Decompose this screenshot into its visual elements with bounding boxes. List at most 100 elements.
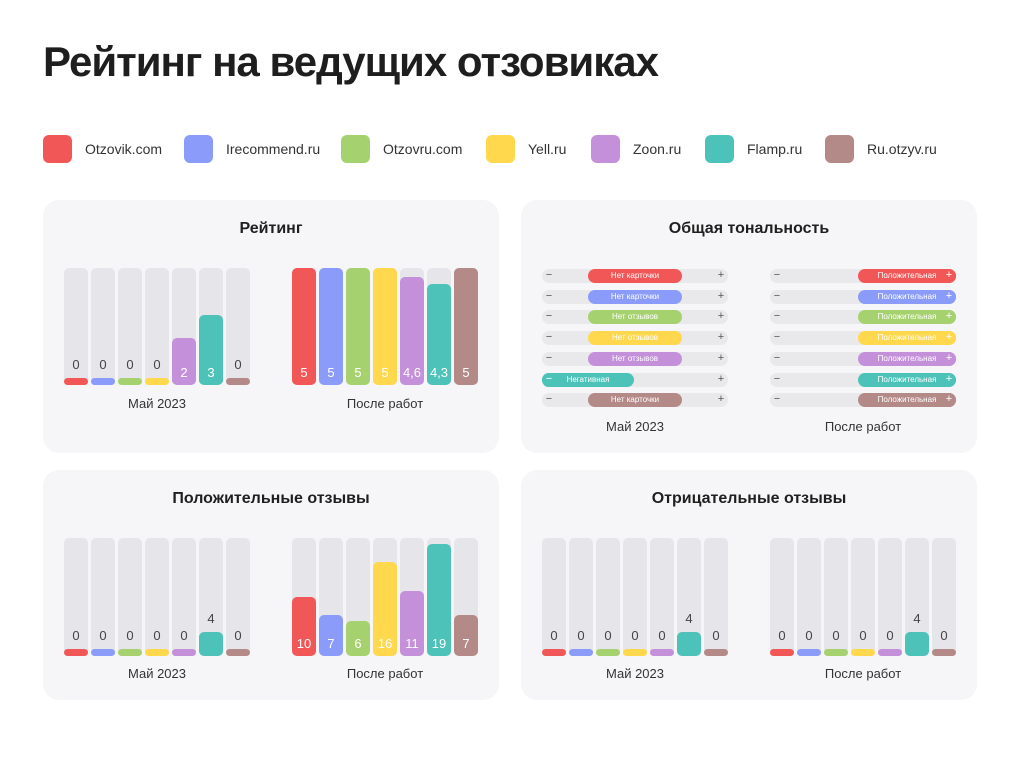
bar-value-label: 11 (405, 636, 419, 651)
tonality-value: Положительная (858, 351, 956, 366)
bar (427, 543, 451, 656)
bar-value-label: 7 (462, 636, 470, 651)
tonality-row: − Нет карточки + (542, 393, 728, 408)
bar (172, 649, 196, 656)
plus-icon: + (717, 289, 725, 302)
bar-value-label: 0 (631, 628, 639, 643)
bar (824, 649, 848, 656)
bar-value-label: 10 (296, 636, 312, 651)
bar-slot: 5 (454, 268, 478, 385)
bar-slot: 0 (226, 268, 250, 385)
bar-group: 0 0 0 0 0 4 0 (770, 538, 956, 656)
tonality-value: Положительная (858, 310, 956, 325)
bar-value-label: 0 (658, 628, 666, 643)
bar-slot: 6 (346, 538, 370, 656)
bar-group-caption: Май 2023 (128, 666, 186, 681)
bar (932, 649, 956, 656)
minus-icon: − (773, 331, 781, 344)
bar-group-caption: Май 2023 (128, 396, 186, 411)
bar-slot: 0 (824, 538, 848, 656)
bar (373, 561, 397, 656)
bar-group: 10 7 6 16 11 19 7 (292, 538, 478, 656)
plus-icon: + (717, 351, 725, 364)
tonality-row: − Положительная + (770, 289, 956, 304)
bar-value-label: 19 (431, 636, 447, 651)
minus-icon: − (773, 351, 781, 364)
bar-value-label: 0 (126, 628, 134, 643)
bar-value-label: 0 (712, 628, 720, 643)
bar (770, 649, 794, 656)
negative-panel: Отрицательные отзывы 0 0 0 0 0 4 0 Май 2023 0 0 0 0… (521, 470, 977, 700)
bar (400, 591, 424, 656)
bar-slot: 7 (319, 538, 343, 656)
bar (851, 649, 875, 656)
bar-slot: 0 (851, 538, 875, 656)
bar-group: 5 5 5 5 4,6 4,3 5 (292, 268, 478, 385)
bar (226, 649, 250, 656)
legend-label: Zoon.ru (633, 141, 682, 157)
bar-slot: 0 (91, 538, 115, 656)
bar-value-label: 0 (234, 628, 242, 643)
tonality-row: − Положительная + (770, 310, 956, 325)
rating-panel: Рейтинг 0 0 0 0 2 3 0 Май 2023 5 5 5 5 4,6 4,3 5 После … (43, 200, 499, 453)
legend-swatch (705, 135, 734, 163)
bar-value-label: 16 (377, 636, 393, 651)
minus-icon: − (773, 269, 781, 281)
bar-slot: 0 (878, 538, 902, 656)
bar (623, 649, 647, 656)
bar-slot: 16 (373, 538, 397, 656)
bar-slot: 0 (91, 268, 115, 385)
bar-group-caption: После работ (824, 666, 902, 681)
plus-icon: + (717, 331, 725, 344)
bar (64, 378, 88, 385)
bar-slot: 11 (400, 538, 424, 656)
positive-panel-title: Положительные отзывы (172, 490, 370, 507)
minus-icon: − (773, 289, 781, 302)
bar (650, 649, 674, 656)
bar (91, 649, 115, 656)
bar-value-label: 0 (234, 357, 242, 372)
bar (346, 620, 370, 656)
bar-slot: 0 (797, 538, 821, 656)
tonality-value: Нет карточки (588, 269, 682, 283)
plus-icon: + (717, 269, 725, 281)
bar-slot: 5 (319, 268, 343, 385)
bar (454, 614, 478, 656)
bar-slot: 10 (292, 538, 316, 656)
bar (91, 378, 115, 385)
bar-value-label: 4 (913, 611, 921, 627)
bar-slot: 0 (704, 538, 728, 656)
bar-value-label: 4,6 (402, 365, 422, 380)
bar-slot: 0 (770, 538, 794, 656)
legend-label: Irecommend.ru (226, 141, 321, 157)
bar (373, 268, 397, 385)
bar-value-label: 0 (99, 357, 107, 372)
legend-swatch (43, 135, 72, 163)
plus-icon: + (942, 310, 956, 325)
bar-group-caption: Май 2023 (606, 666, 664, 681)
plus-icon: + (717, 393, 725, 406)
legend-label: Ru.otzyv.ru (867, 141, 937, 157)
bar-slot: 0 (118, 268, 142, 385)
bar-value-label: 5 (354, 365, 362, 380)
bar (427, 284, 451, 385)
tonality-row: − Нет отзывов + (542, 310, 728, 325)
bar-value-label: 0 (805, 628, 813, 643)
bar-slot: 5 (373, 268, 397, 385)
bar-value-label: 0 (778, 628, 786, 643)
bar (704, 649, 728, 656)
bar (145, 649, 169, 656)
bar-slot: 4 (677, 538, 701, 656)
plus-icon: + (942, 393, 956, 408)
bar-value-label: 7 (327, 636, 335, 651)
tonality-row: − Нет отзывов + (542, 331, 728, 346)
bar (905, 632, 929, 656)
legend-swatch (486, 135, 515, 163)
bar-value-label: 0 (99, 628, 107, 643)
plus-icon: + (942, 289, 956, 304)
bar-value-label: 5 (300, 365, 308, 380)
minus-icon: − (773, 310, 781, 323)
tonality-row: − Нет карточки + (542, 289, 728, 304)
minus-icon: − (545, 393, 553, 406)
bar-slot: 5 (292, 268, 316, 385)
